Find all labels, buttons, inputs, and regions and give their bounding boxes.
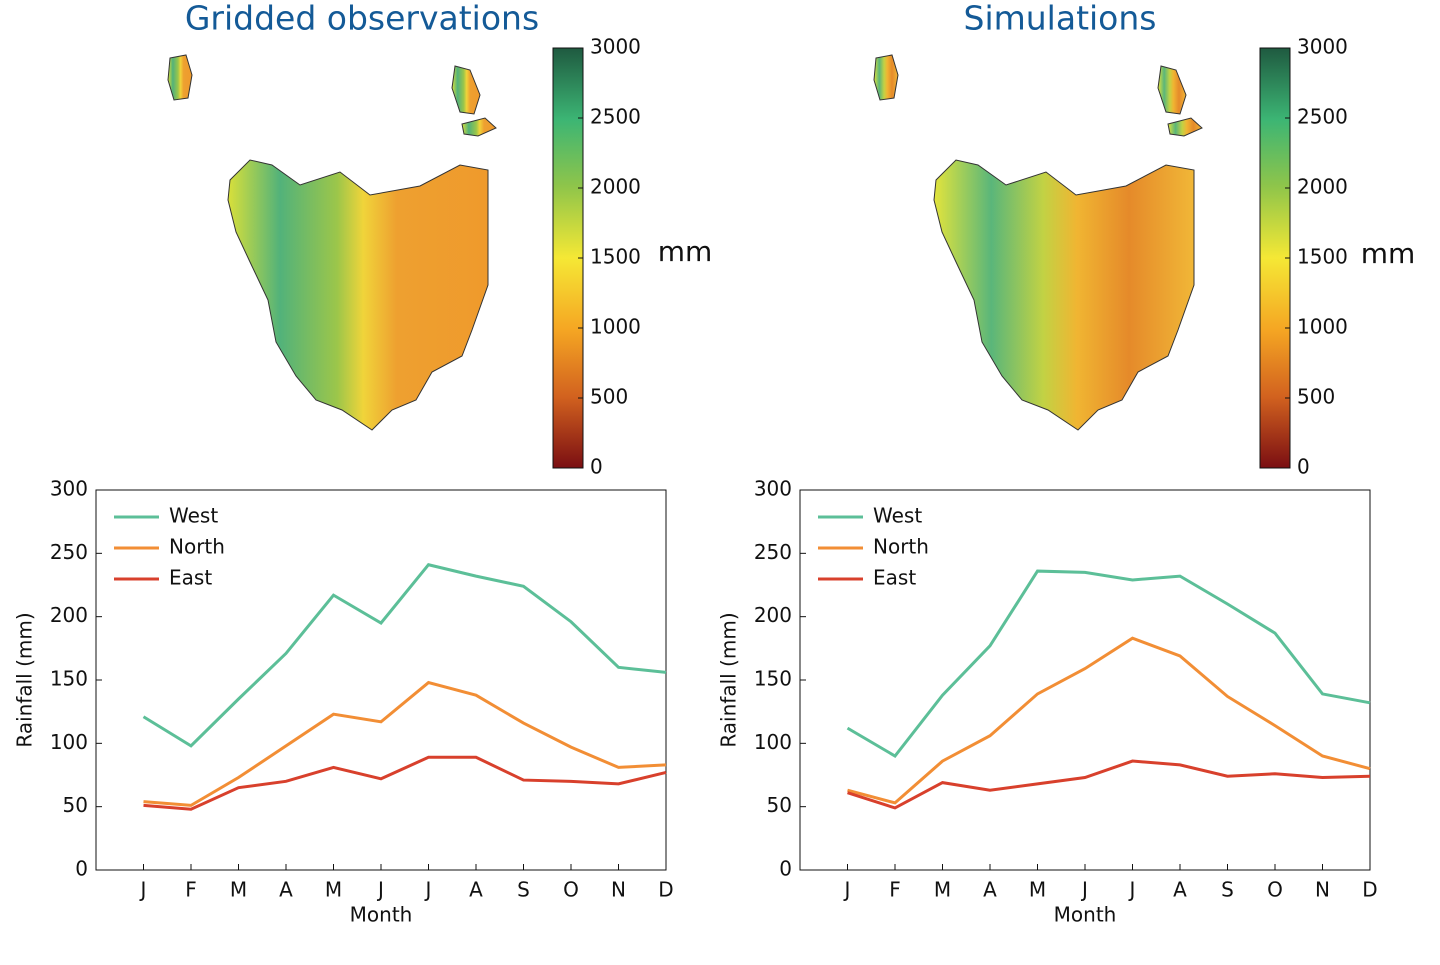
x-tick-label: A [983,878,997,902]
colorbar-tick-label: 2500 [1297,105,1348,129]
x-tick-label: O [563,878,579,902]
x-tick-label: S [517,878,530,902]
x-tick-label: F [185,878,197,902]
y-tick-label: 150 [754,667,792,691]
legend-label: North [169,535,225,559]
x-tick-label: M [325,878,342,902]
series-line [847,759,1371,810]
x-tick-label: J [1128,878,1136,902]
x-tick-label: N [1315,878,1330,902]
x-tick-label: J [139,878,147,902]
legend-label: West [169,504,218,528]
legend-label: East [873,566,916,590]
x-tick-label: F [889,878,901,902]
x-tick-label: J [1080,878,1088,902]
y-tick-label: 250 [754,540,792,564]
colorbar-tick-label: 500 [1297,385,1335,409]
y-tick-label: 0 [779,857,792,881]
y-tick-label: 100 [754,730,792,754]
series-line [846,569,1371,758]
map-sim [873,54,1203,431]
x-tick-label: M [230,878,247,902]
y-tick-label: 50 [767,793,792,817]
y-tick-label: 200 [50,603,88,627]
x-tick-label: N [611,878,626,902]
x-tick-label: A [469,878,483,902]
colorbar-tick-label: 1000 [1297,315,1348,339]
series-line [847,636,1371,805]
legend-label: West [873,504,922,528]
colorbar-tick-label: 2000 [1297,175,1348,199]
colorbar-tick-label: 1000 [590,315,641,339]
colorbar-tick-label: 0 [1297,455,1310,479]
x-tick-label: D [1362,878,1377,902]
series-line [142,563,667,748]
y-axis-label: Rainfall (mm) [717,612,741,747]
legend-label: East [169,566,212,590]
map-title: Simulations [964,0,1157,38]
x-tick-label: S [1221,878,1234,902]
series-line [143,755,667,811]
x-tick-label: D [658,878,673,902]
legend-label: North [873,535,929,559]
y-tick-label: 300 [754,477,792,501]
colorbar-tick-label: 1500 [1297,245,1348,269]
map-obs [167,54,497,431]
x-axis-label: Month [350,903,413,927]
colorbar-tick-label: 0 [590,455,603,479]
colorbar-tick-label: 500 [590,385,628,409]
map-title: Gridded observations [185,0,539,38]
x-tick-label: A [279,878,293,902]
colorbar-tick-label: 2500 [590,105,641,129]
series-line [143,680,667,807]
y-tick-label: 50 [63,793,88,817]
x-tick-label: J [843,878,851,902]
y-tick-label: 250 [50,540,88,564]
colorbar-unit: mm [1361,237,1416,270]
x-tick-label: M [1029,878,1046,902]
x-tick-label: A [1173,878,1187,902]
colorbar-tick-label: 3000 [1297,35,1348,59]
y-tick-label: 300 [50,477,88,501]
x-tick-label: O [1267,878,1283,902]
colorbar-tick-label: 2000 [590,175,641,199]
colorbar-tick-label: 1500 [590,245,641,269]
x-tick-label: M [934,878,951,902]
y-tick-label: 0 [75,857,88,881]
x-axis-label: Month [1054,903,1117,927]
colorbar-unit: mm [658,235,713,268]
y-tick-label: 100 [50,730,88,754]
colorbar-tick-label: 3000 [590,35,641,59]
y-tick-label: 200 [754,603,792,627]
y-axis-label: Rainfall (mm) [13,612,37,747]
y-tick-label: 150 [50,667,88,691]
x-tick-label: J [376,878,384,902]
x-tick-label: J [424,878,432,902]
